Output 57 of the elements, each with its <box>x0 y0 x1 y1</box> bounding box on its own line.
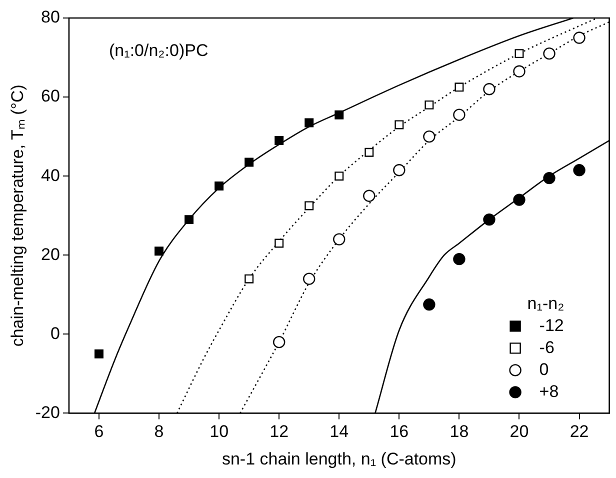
x-tick-label: 16 <box>390 422 409 442</box>
point <box>334 172 344 181</box>
point <box>393 164 406 176</box>
point <box>573 32 586 44</box>
point <box>394 120 404 130</box>
legend-title: n₁-n₂ <box>527 294 564 313</box>
annotation: (n₁:0/n₂:0)PC <box>108 41 208 60</box>
point <box>483 83 496 96</box>
x-tick-label: 10 <box>210 422 229 442</box>
point <box>334 110 344 120</box>
point <box>514 49 524 58</box>
point <box>273 336 286 348</box>
point <box>423 130 436 143</box>
y-tick-label: 0 <box>50 324 60 343</box>
x-tick-label: 14 <box>330 422 349 442</box>
point <box>423 298 436 311</box>
x-tick-label: 18 <box>450 422 469 442</box>
point <box>94 349 104 358</box>
x-tick-label: 6 <box>94 422 104 442</box>
point <box>333 233 346 246</box>
legend-label: 0 <box>539 360 549 379</box>
point <box>274 238 284 248</box>
point <box>363 190 376 202</box>
point <box>424 100 434 110</box>
legend-label: -6 <box>539 338 554 357</box>
point <box>543 172 556 184</box>
point <box>244 158 254 167</box>
point <box>244 274 254 284</box>
x-tick-label: 12 <box>270 422 289 442</box>
point <box>274 136 284 145</box>
x-tick-label: 20 <box>510 422 529 442</box>
x-tick-label: 8 <box>154 422 164 442</box>
point <box>304 201 314 210</box>
point <box>304 118 314 128</box>
point <box>513 194 526 206</box>
point <box>483 213 496 226</box>
point <box>454 82 464 92</box>
y-axis-title: chain-melting temperature, Tₘ (°C) <box>8 84 27 347</box>
y-tick-label: 80 <box>41 8 60 27</box>
point <box>513 65 526 78</box>
point <box>573 164 586 176</box>
y-tick-label: 40 <box>41 166 60 185</box>
point <box>364 148 374 157</box>
x-tick-label: 22 <box>570 422 589 442</box>
y-tick-label: 60 <box>41 86 60 106</box>
legend-label: -12 <box>539 316 564 335</box>
legend-label: +8 <box>539 382 559 401</box>
point <box>453 108 466 121</box>
point <box>184 215 194 224</box>
point <box>214 181 224 190</box>
point <box>303 272 316 285</box>
y-tick-label: -20 <box>35 402 60 422</box>
y-tick-label: 20 <box>41 244 60 264</box>
point <box>453 252 466 266</box>
point <box>543 47 556 60</box>
point <box>154 246 164 256</box>
x-axis-title: sn-1 chain length, n₁ (C-atoms) <box>222 449 456 468</box>
